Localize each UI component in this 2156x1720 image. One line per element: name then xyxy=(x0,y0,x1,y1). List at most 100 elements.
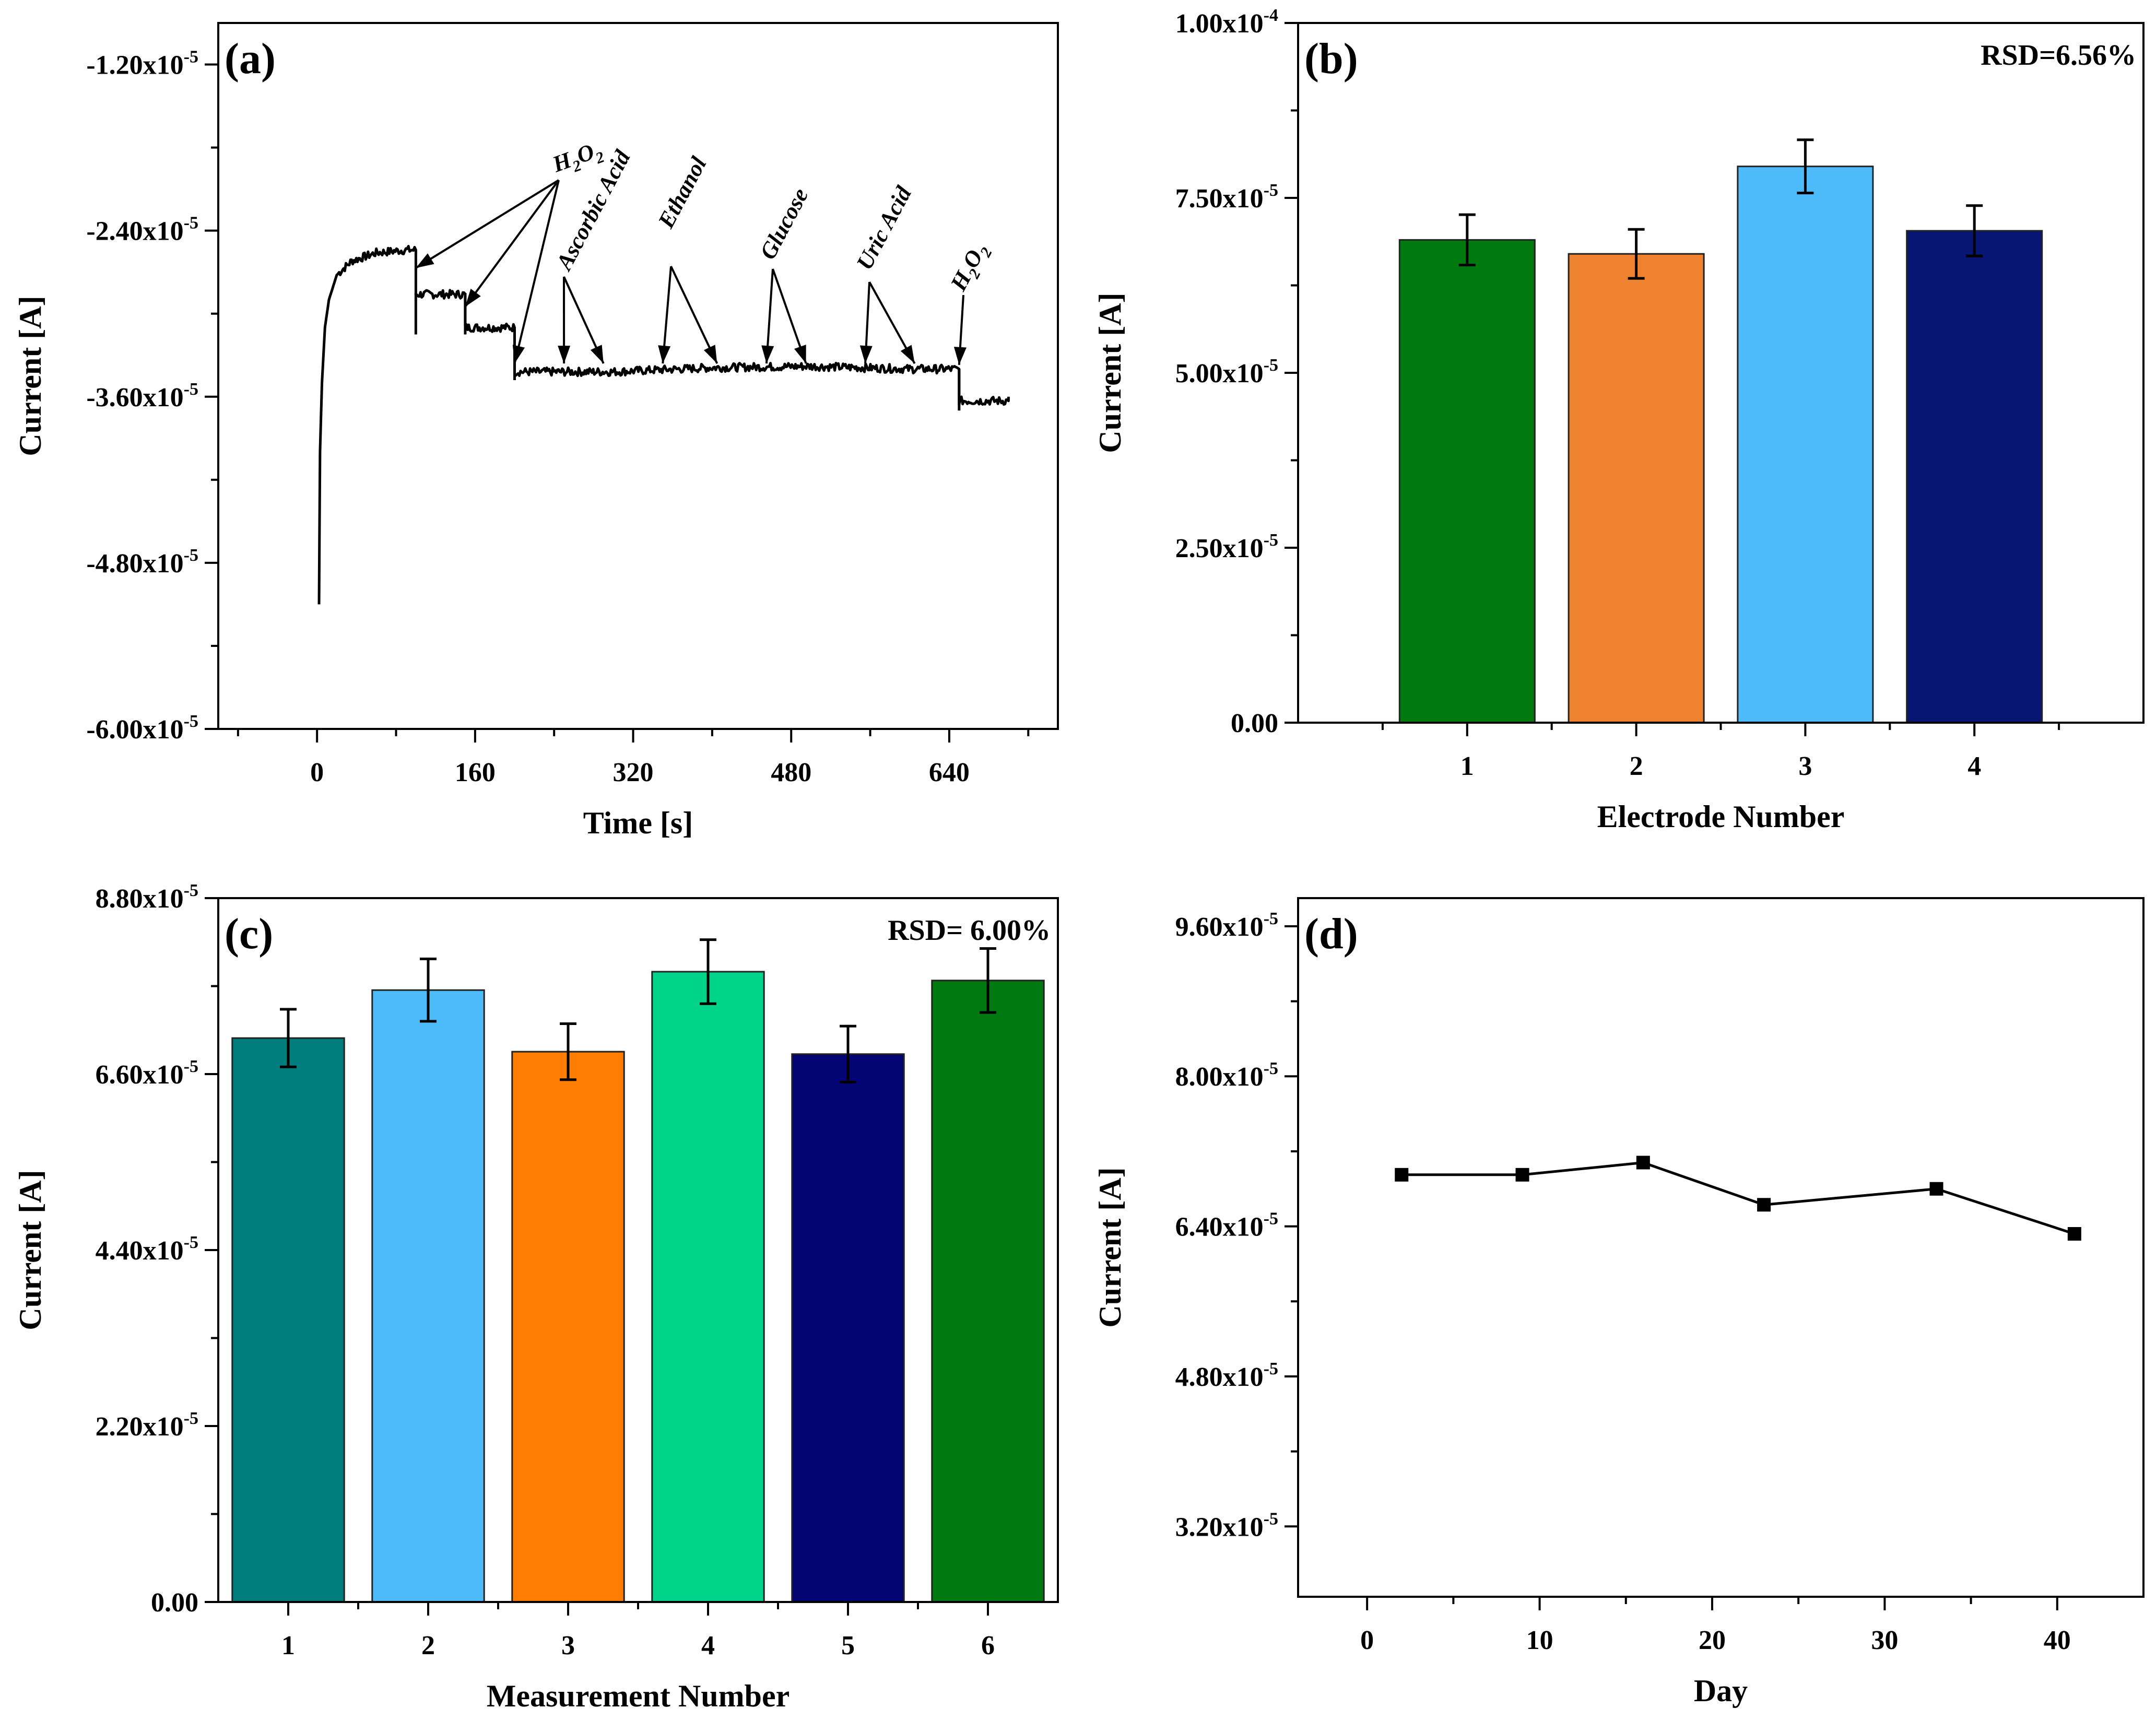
panel-a-y-axis-title: Current [A] xyxy=(13,296,48,456)
panel-d-y-tick-label: 6.40x10-5 xyxy=(1175,1209,1278,1242)
panel-a-x-tick-label: 0 xyxy=(310,758,324,787)
panel-a-annotation-arrowhead xyxy=(558,346,571,364)
panel-a-annotation-arrowhead xyxy=(658,345,671,364)
panel-d-data-point xyxy=(2067,1227,2081,1241)
panel-c-y-tick-label-exponent: -5 xyxy=(184,1409,198,1428)
panel-d-data-point xyxy=(1757,1198,1771,1212)
panel-c-x-axis-title: Measurement Number xyxy=(487,1679,790,1713)
panel-b-y-tick-label-base: 5.00x10 xyxy=(1175,359,1264,388)
panel-b-y-tick-label: 1.00x10-4 xyxy=(1175,6,1278,39)
panel-b-y-tick-label-exponent: -4 xyxy=(1264,6,1278,25)
panel-d-y-axis-title: Current [A] xyxy=(1093,1167,1127,1327)
panel-b-x-tick-label: 2 xyxy=(1630,751,1643,781)
panel-a-annotation-arrowhead xyxy=(794,345,806,364)
panel-a-y-tick-label: -6.00x10-5 xyxy=(86,712,198,745)
panel-b-y-tick-label-base: 7.50x10 xyxy=(1175,184,1264,214)
panel-a-annotation-arrowhead xyxy=(512,345,525,364)
panel-a-annotation-arrow xyxy=(415,179,560,269)
panel-a-series-line xyxy=(317,245,1010,605)
panel-c-x-tick-label: 5 xyxy=(841,1631,855,1660)
panel-b-x-tick-label: 4 xyxy=(1968,751,1981,781)
panel-d-data-point xyxy=(1515,1168,1529,1182)
panel-d-y-tick-label-exponent: -5 xyxy=(1264,1059,1278,1078)
panel-a-annotation-label: H2O2 xyxy=(945,239,996,298)
panel-d-y-tick-label-exponent: -5 xyxy=(1264,1359,1278,1379)
panel-b-y-tick-label-exponent: -5 xyxy=(1264,356,1278,375)
panel-c-y-tick-label-exponent: -5 xyxy=(184,1057,198,1076)
panel-a-y-tick-label-base: -3.60x10 xyxy=(86,383,183,413)
panel-a-y-tick-label-exponent: -5 xyxy=(184,380,198,399)
panel-b-y-tick-label: 0.00 xyxy=(1231,709,1278,738)
panel-a-y-tick-label-base: -6.00x10 xyxy=(86,715,183,745)
panel-a-annotation-arrowhead xyxy=(761,345,774,364)
panel-a: -1.20x10-5-2.40x10-5-3.60x10-5-4.80x10-5… xyxy=(13,22,1059,840)
panel-a-y-tick-label-base: -4.80x10 xyxy=(86,549,183,579)
panel-a-x-axis-title: Time [s] xyxy=(583,806,693,840)
panel-d-x-tick-label: 30 xyxy=(1871,1625,1898,1655)
panel-b-y-tick-label: 5.00x10-5 xyxy=(1175,356,1278,388)
panel-b-rsd-label: RSD=6.56% xyxy=(1981,39,2136,72)
panel-a-x-tick-label: 160 xyxy=(455,758,496,787)
panel-d-x-tick-label: 20 xyxy=(1699,1625,1726,1655)
panel-d-x-tick-label: 10 xyxy=(1526,1625,1553,1655)
panel-a-annotation-arrow xyxy=(513,180,560,364)
panel-b-x-tick-label: 1 xyxy=(1460,751,1474,781)
panel-d-data-point xyxy=(1395,1168,1409,1182)
panel-b: 1 2 3 4 0.00 2.50x10-5 5.00x10-5 7.50x10 -5 1.00x… xyxy=(1093,6,2145,834)
panel-a-panel-label: (a) xyxy=(225,34,276,83)
panel-d-y-tick-label: 8.00x10-5 xyxy=(1175,1059,1278,1092)
panel-d-x-tick-label: 0 xyxy=(1360,1625,1374,1655)
panel-b-y-tick-label: 2.50x10-5 xyxy=(1175,531,1278,563)
panel-c-x-tick-label: 2 xyxy=(421,1631,435,1660)
panel-a-annotation-label: Uric Acid xyxy=(852,182,917,274)
panel-c-x-tick-label: 6 xyxy=(981,1631,995,1660)
panel-b-y-axis-title: Current [A] xyxy=(1093,292,1127,453)
panel-a-y-tick-label: -2.40x10-5 xyxy=(86,214,198,246)
panel-d-y-tick-label-exponent: -5 xyxy=(1264,1209,1278,1229)
panel-a-annotation-arrowhead xyxy=(900,345,915,364)
panel-d-y-tick-label: 4.80x10-5 xyxy=(1175,1359,1278,1392)
panel-b-panel-label: (b) xyxy=(1304,34,1358,83)
panel-d-y-tick-label: 3.20x10-5 xyxy=(1175,1509,1278,1542)
panel-a-annotation-label: Glucose xyxy=(755,184,814,263)
panel-d-y-tick-label-base: 4.80x10 xyxy=(1175,1362,1264,1392)
panel-b-bar-3 xyxy=(1737,166,1874,724)
panel-d-plot-frame xyxy=(1297,897,2145,1598)
panel-a-y-tick-label-exponent: -5 xyxy=(184,712,198,731)
panel-a-annotation-arrow xyxy=(670,266,718,364)
panel-a-y-tick-label: -1.20x10-5 xyxy=(86,48,198,80)
panel-c-y-tick-label-base: 6.60x10 xyxy=(96,1060,184,1090)
panel-c-x-tick-label: 4 xyxy=(701,1631,715,1660)
panel-c-y-tick-label: 0.00 xyxy=(151,1588,198,1618)
panel-a-annotation-arrowhead xyxy=(953,347,967,365)
panel-a-annotation-text: Uric Acid xyxy=(852,182,917,274)
panel-a-annotation-text: Glucose xyxy=(755,184,814,263)
panel-d-y-tick-label-base: 3.20x10 xyxy=(1175,1512,1264,1542)
panel-d-y-tick-label-base: 9.60x10 xyxy=(1175,912,1264,942)
panel-d-data-point xyxy=(1929,1182,1943,1196)
panel-a-annotation-arrow xyxy=(464,179,560,308)
panel-c-bar-6 xyxy=(931,980,1045,1603)
panel-d-y-tick-label-base: 8.00x10 xyxy=(1175,1062,1264,1092)
panel-d-y-tick-label-exponent: -5 xyxy=(1264,1509,1278,1528)
panel-b-y-tick-label-base: 2.50x10 xyxy=(1175,534,1264,563)
panel-d-y-tick-label: 9.60x10-5 xyxy=(1175,909,1278,942)
panel-c-bar-3 xyxy=(511,1051,625,1603)
panel-b-x-tick-label: 3 xyxy=(1798,751,1812,781)
panel-c-y-tick-label: 8.80x10-5 xyxy=(96,881,198,914)
panel-c-bar-4 xyxy=(651,971,765,1603)
panel-a-y-tick-label-base: -1.20x10 xyxy=(86,51,183,80)
panel-a-annotation-arrowhead xyxy=(703,345,717,364)
panel-b-bar-1 xyxy=(1398,239,1536,724)
panel-a-annotation-label: Ethanol xyxy=(653,152,712,232)
panel-a-y-tick-label: -4.80x10-5 xyxy=(86,546,198,579)
panel-a-annotation-arrowhead xyxy=(590,345,604,364)
panel-a-y-tick-label-exponent: -5 xyxy=(184,214,198,233)
panel-c-panel-label: (c) xyxy=(225,910,273,958)
panel-a-x-tick-label: 320 xyxy=(613,758,654,787)
panel-d-series-line xyxy=(1401,1161,2075,1235)
panel-a-annotation-arrowhead xyxy=(416,253,434,268)
panel-d-y-tick-label-base: 6.40x10 xyxy=(1175,1212,1264,1242)
panel-c-x-tick-label: 3 xyxy=(561,1631,575,1660)
